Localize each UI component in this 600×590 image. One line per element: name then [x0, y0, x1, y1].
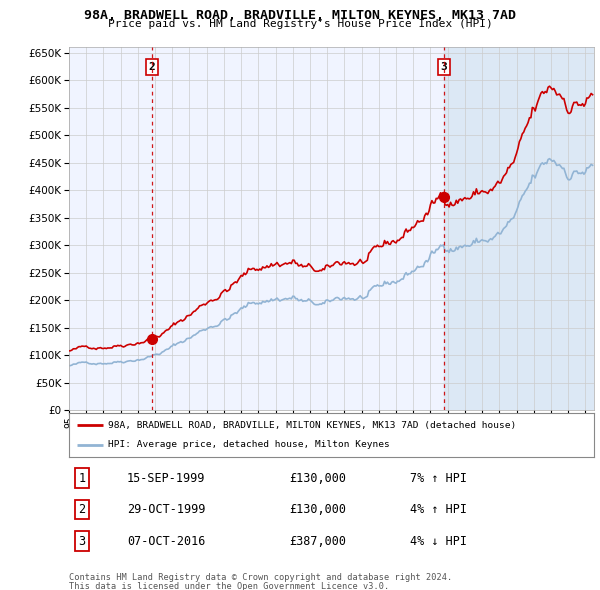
- Text: HPI: Average price, detached house, Milton Keynes: HPI: Average price, detached house, Milt…: [109, 440, 390, 450]
- Text: 07-OCT-2016: 07-OCT-2016: [127, 535, 205, 548]
- Text: 4% ↑ HPI: 4% ↑ HPI: [410, 503, 467, 516]
- Text: 3: 3: [440, 62, 447, 72]
- Text: 29-OCT-1999: 29-OCT-1999: [127, 503, 205, 516]
- Text: This data is licensed under the Open Government Licence v3.0.: This data is licensed under the Open Gov…: [69, 582, 389, 590]
- Text: Price paid vs. HM Land Registry’s House Price Index (HPI): Price paid vs. HM Land Registry’s House …: [107, 19, 493, 30]
- Text: 98A, BRADWELL ROAD, BRADVILLE, MILTON KEYNES, MK13 7AD: 98A, BRADWELL ROAD, BRADVILLE, MILTON KE…: [84, 9, 516, 22]
- Text: 98A, BRADWELL ROAD, BRADVILLE, MILTON KEYNES, MK13 7AD (detached house): 98A, BRADWELL ROAD, BRADVILLE, MILTON KE…: [109, 421, 517, 430]
- Text: Contains HM Land Registry data © Crown copyright and database right 2024.: Contains HM Land Registry data © Crown c…: [69, 573, 452, 582]
- Text: 1: 1: [79, 471, 86, 484]
- Bar: [444, 47, 594, 410]
- Text: £387,000: £387,000: [290, 535, 347, 548]
- Text: 15-SEP-1999: 15-SEP-1999: [127, 471, 205, 484]
- Text: 7% ↑ HPI: 7% ↑ HPI: [410, 471, 467, 484]
- Text: 2: 2: [79, 503, 86, 516]
- Text: £130,000: £130,000: [290, 471, 347, 484]
- Text: £130,000: £130,000: [290, 503, 347, 516]
- Text: 3: 3: [79, 535, 86, 548]
- Text: 4% ↓ HPI: 4% ↓ HPI: [410, 535, 467, 548]
- Text: 2: 2: [149, 62, 155, 72]
